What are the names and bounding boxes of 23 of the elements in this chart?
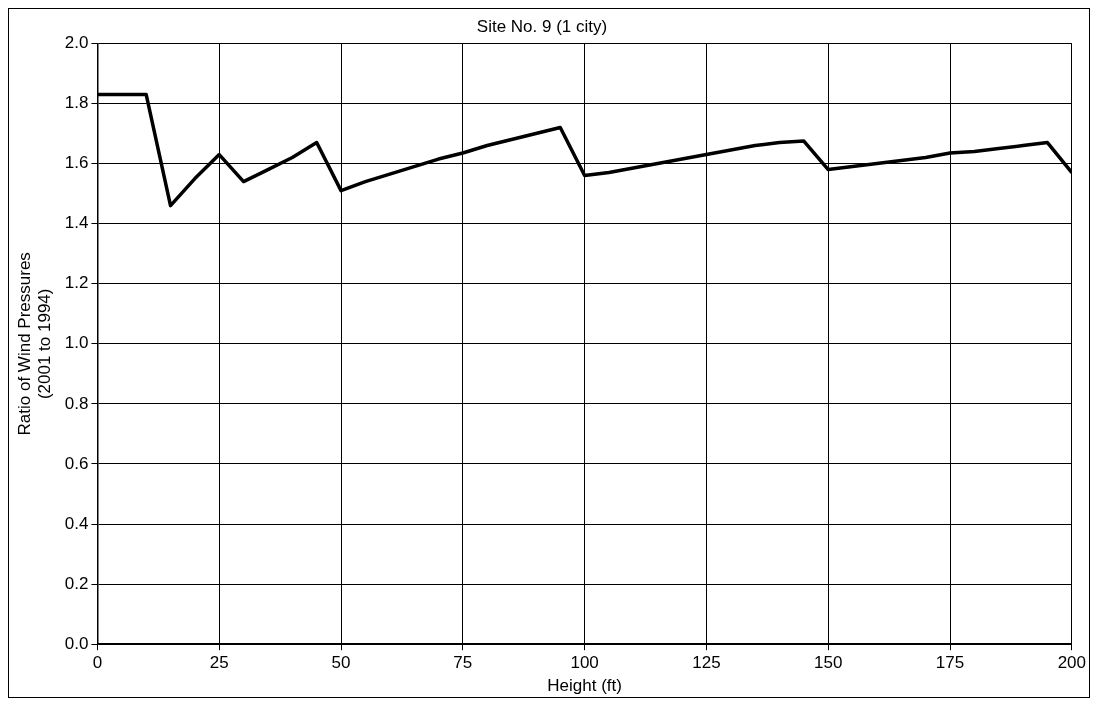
y-tick-label: 1.6 bbox=[64, 153, 89, 173]
y-tick-label: 1.4 bbox=[64, 213, 89, 233]
x-axis-title: Height (ft) bbox=[547, 676, 622, 696]
x-tick-label: 175 bbox=[935, 653, 965, 673]
x-tick-label: 125 bbox=[692, 653, 721, 673]
y-axis-title: Ratio of Wind Pressures (2001 to 1994) bbox=[14, 252, 55, 436]
x-tick-label: 50 bbox=[331, 653, 351, 673]
y-tick-label: 1.8 bbox=[64, 93, 89, 113]
x-tick-label: 0 bbox=[92, 653, 103, 673]
x-tick-label: 150 bbox=[814, 653, 843, 673]
chart-title: Site No. 9 (1 city) bbox=[476, 16, 608, 36]
x-tick-label: 75 bbox=[453, 653, 473, 673]
y-tick-label: 1.2 bbox=[64, 273, 89, 293]
y-tick-label: 0.2 bbox=[64, 573, 89, 593]
x-tick-label: 100 bbox=[570, 653, 599, 673]
y-tick-label: 0.0 bbox=[64, 633, 89, 653]
y-tick-label: 2.0 bbox=[64, 33, 89, 53]
y-tick-label: 1.0 bbox=[64, 333, 89, 353]
y-tick-label: 0.4 bbox=[64, 513, 89, 533]
y-tick-label: 0.6 bbox=[64, 453, 89, 473]
x-tick-label: 25 bbox=[209, 653, 229, 673]
y-tick-label: 0.8 bbox=[64, 393, 89, 413]
x-tick-label: 200 bbox=[1057, 653, 1087, 673]
